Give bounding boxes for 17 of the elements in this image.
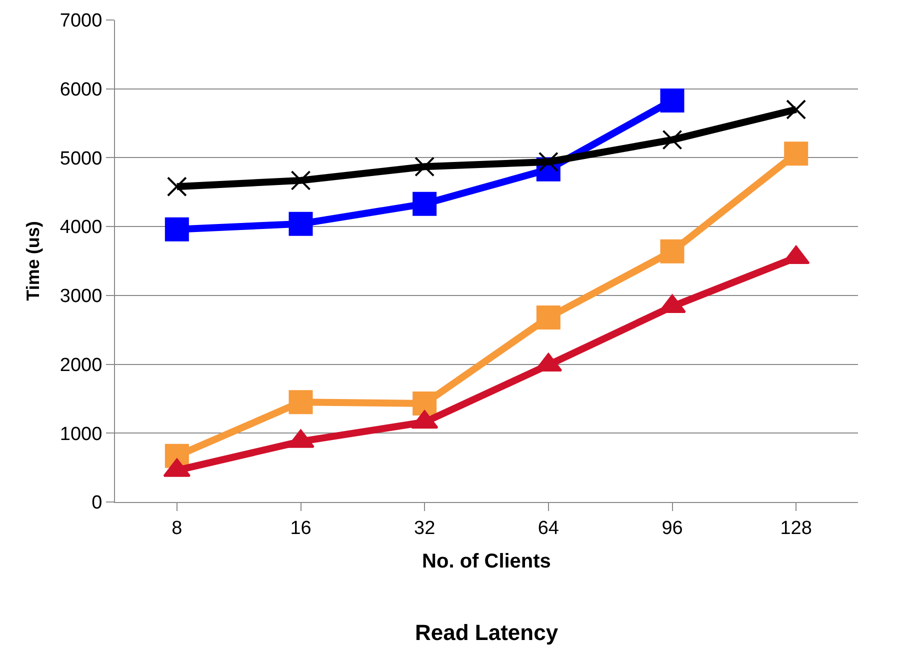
x-tick-label: 32	[414, 518, 436, 539]
x-tick-label: 64	[538, 518, 560, 539]
x-tick-label: 96	[662, 518, 683, 539]
y-tick-label: 2000	[60, 354, 102, 376]
y-tick-label: 1000	[60, 424, 102, 445]
x-tick-label: 8	[172, 518, 182, 539]
y-tick-label: 4000	[60, 217, 102, 238]
y-axis-title: Time (us)	[23, 221, 44, 301]
x-tick-label: 16	[290, 518, 312, 539]
y-tick-label: 6000	[60, 80, 102, 101]
y-tick-label: 7000	[60, 10, 102, 32]
y-tick-label: 5000	[60, 148, 102, 170]
x-tick-label: 128	[780, 518, 812, 539]
y-tick-label: 3000	[60, 286, 102, 308]
text: Read Latency	[415, 620, 559, 645]
x-axis-title: No. of Clients	[422, 550, 551, 572]
y-tick-label: 0	[92, 492, 102, 514]
